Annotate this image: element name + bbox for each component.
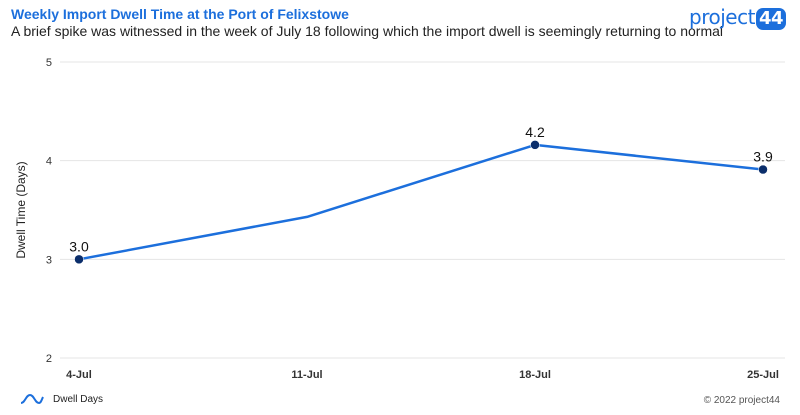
y-tick-label: 4 <box>46 156 52 168</box>
x-tick-label: 11-Jul <box>291 369 322 381</box>
y-tick-label: 3 <box>46 254 52 266</box>
logo-number: 44 <box>755 8 786 30</box>
logo-text: project <box>689 5 755 29</box>
x-tick-label: 25-Jul <box>747 369 779 381</box>
data-label: 3.0 <box>69 238 89 254</box>
data-label: 4.2 <box>525 124 545 140</box>
series-line <box>78 143 764 261</box>
legend: Dwell Days <box>20 393 103 405</box>
line-chart: 2 3 4 5 Dwell Time (Days) 4-Jul 11-Jul 18-Jul 25… <box>14 57 785 381</box>
y-axis-label: Dwell Time (Days) <box>14 161 28 258</box>
brand-logo: project 44 <box>689 5 786 30</box>
copyright-text: © 2022 project44 <box>703 395 780 406</box>
data-label: 3.9 <box>753 149 773 165</box>
x-tick-label: 4-Jul <box>66 369 92 381</box>
chart-title: Weekly Import Dwell Time at the Port of … <box>11 6 349 22</box>
x-tick-label: 18-Jul <box>519 369 551 381</box>
data-point <box>758 164 768 175</box>
y-tick-label: 2 <box>46 353 52 365</box>
legend-label: Dwell Days <box>53 393 104 405</box>
series-line-icon <box>20 393 44 405</box>
y-tick-label: 5 <box>46 57 52 69</box>
data-point <box>74 254 84 265</box>
chart-subtitle: A brief spike was witnessed in the week … <box>11 23 724 39</box>
data-point <box>530 140 540 150</box>
